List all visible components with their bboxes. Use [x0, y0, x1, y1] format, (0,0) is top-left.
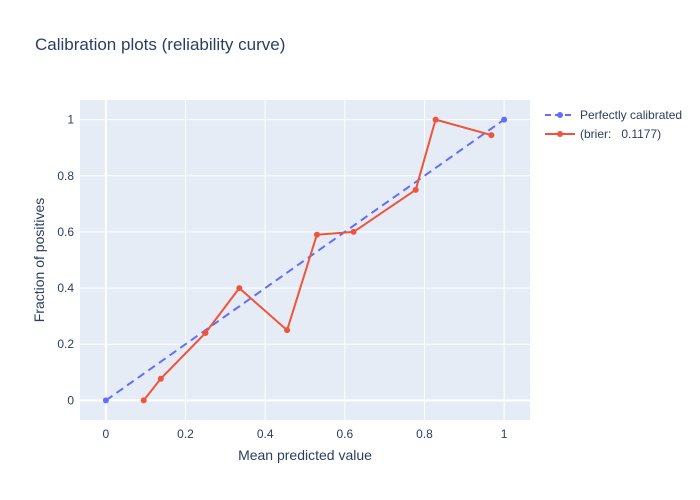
y-axis-title: Fraction of positives: [31, 198, 47, 323]
y-tick-label: 0.8: [57, 169, 74, 183]
series-line-brier: [142, 118, 492, 402]
y-tick-label: 0.4: [57, 281, 74, 295]
x-axis-title: Mean predicted value: [238, 447, 372, 463]
x-tick-label: 0.2: [177, 427, 194, 441]
chart-title: Calibration plots (reliability curve): [35, 35, 285, 54]
x-tick-label: 0: [103, 427, 110, 441]
data-point-brier[interactable]: [157, 375, 164, 382]
legend-marker-perfectly-calibrated: [557, 112, 563, 118]
data-point-brier[interactable]: [313, 231, 320, 238]
data-point-brier[interactable]: [236, 285, 243, 292]
grid-lines: [80, 100, 530, 420]
legend-label-perfectly-calibrated: Perfectly calibrated: [580, 108, 682, 122]
y-tick-label: 0.6: [57, 225, 74, 239]
legend-item-perfectly-calibrated[interactable]: Perfectly calibrated: [545, 108, 682, 122]
tick-labels: 0 0.2 0.4 0.6 0.8 1 0 0.2 0.4 0.6 0.8 1: [57, 113, 507, 441]
x-tick-label: 0.4: [257, 427, 274, 441]
y-tick-label: 0.2: [57, 337, 74, 351]
series-line-perfectly-calibrated: [105, 118, 505, 402]
data-point-brier[interactable]: [350, 228, 357, 235]
data-point-brier[interactable]: [140, 397, 147, 404]
legend: Perfectly calibrated (brier: 0.1177): [545, 108, 682, 141]
legend-marker-brier: [557, 131, 563, 137]
data-point-brier[interactable]: [432, 116, 439, 123]
data-point-perfectly-calibrated[interactable]: [501, 116, 508, 123]
x-tick-label: 0.8: [416, 427, 433, 441]
x-tick-label: 0.6: [336, 427, 353, 441]
data-point-brier[interactable]: [412, 186, 419, 193]
y-tick-label: 0: [67, 393, 74, 407]
x-tick-label: 1: [501, 427, 508, 441]
legend-item-brier[interactable]: (brier: 0.1177): [545, 127, 661, 141]
legend-label-brier: (brier: 0.1177): [580, 127, 661, 141]
data-point-perfectly-calibrated[interactable]: [102, 397, 109, 404]
y-tick-label: 1: [67, 113, 74, 127]
data-point-brier[interactable]: [488, 132, 495, 139]
data-point-brier[interactable]: [284, 327, 291, 334]
data-point-brier[interactable]: [202, 329, 209, 336]
series-layer: [102, 116, 508, 404]
